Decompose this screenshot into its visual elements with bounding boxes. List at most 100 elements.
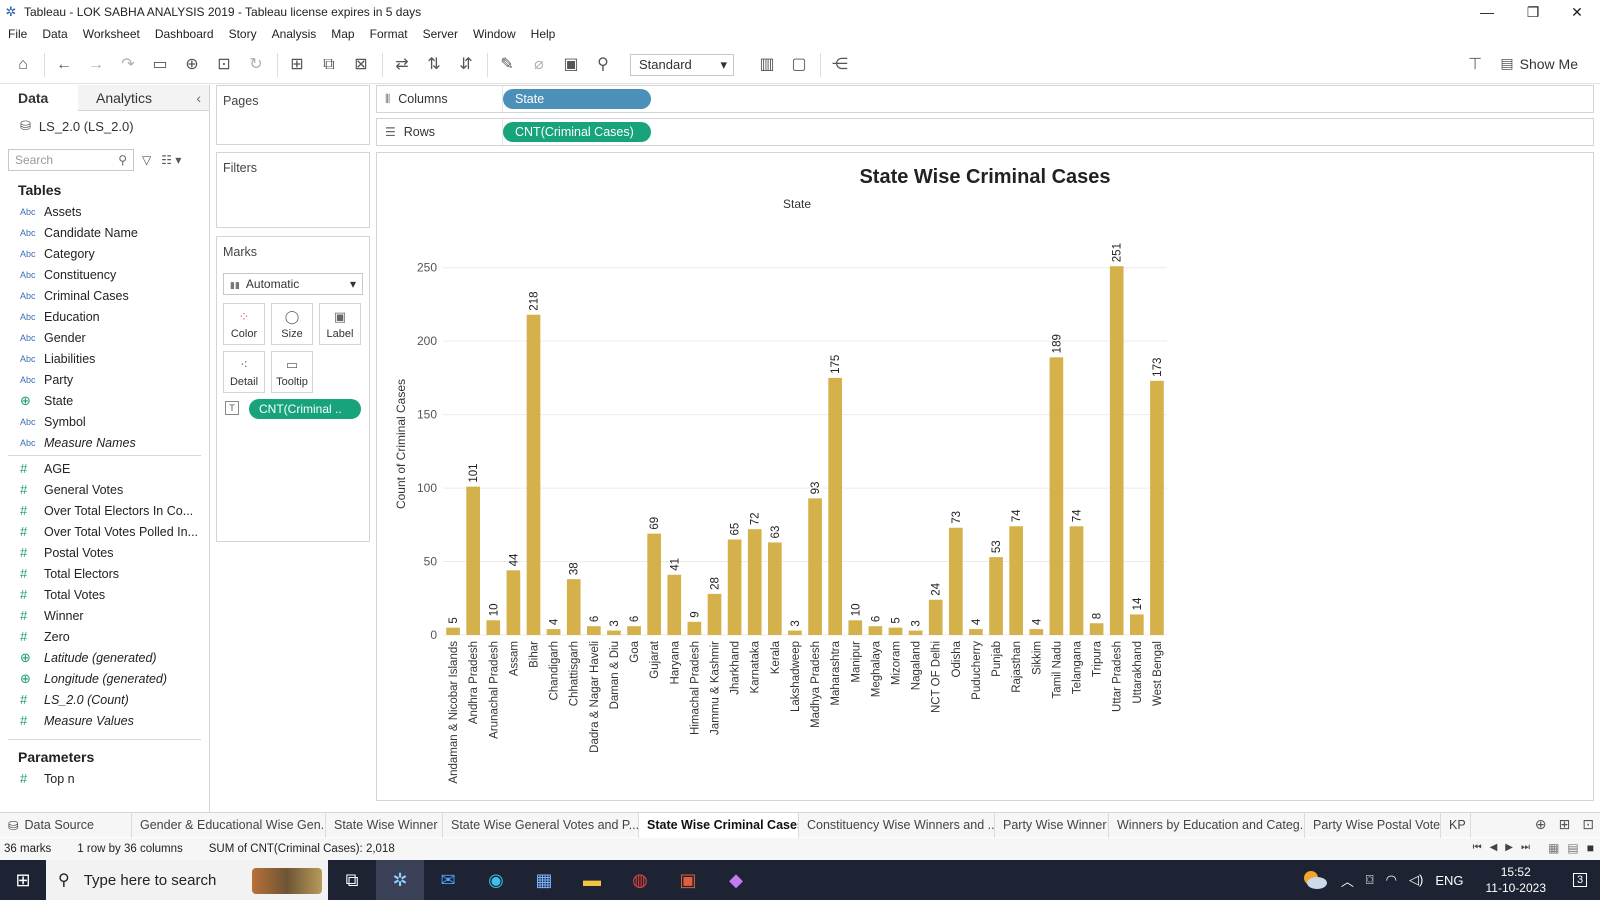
label-button[interactable]: ▣ Label bbox=[319, 303, 361, 345]
share-icon[interactable]: ⋲ bbox=[832, 55, 848, 73]
wifi-icon[interactable]: ◠ bbox=[1385, 872, 1397, 887]
store-icon[interactable]: ▦ bbox=[535, 869, 553, 890]
language-indicator[interactable]: ENG bbox=[1435, 872, 1464, 888]
notifications-icon[interactable]: 3 bbox=[1560, 860, 1600, 900]
presentation-mode-icon[interactable]: ▢ bbox=[791, 55, 807, 73]
detail-button[interactable]: ⁖ Detail bbox=[223, 351, 265, 393]
clock[interactable]: 15:52 11-10-2023 bbox=[1486, 864, 1547, 896]
data-source-item[interactable]: ⛁ LS_2.0 (LS_2.0) bbox=[0, 115, 209, 137]
fix-axes-icon[interactable]: ⚲ bbox=[597, 55, 609, 73]
filters-card[interactable]: Filters bbox=[216, 152, 370, 228]
field-gender[interactable]: Abc Gender bbox=[0, 327, 209, 348]
field-ls-2-0-count[interactable]: # LS_2.0 (Count) bbox=[0, 689, 209, 710]
new-story-icon[interactable]: ⊡ bbox=[1582, 816, 1594, 832]
field-zero[interactable]: # Zero bbox=[0, 626, 209, 647]
first-sheet-icon[interactable]: ⏮ bbox=[1472, 842, 1482, 853]
new-worksheet-icon[interactable]: ⊕ bbox=[1534, 816, 1547, 832]
criminal-cases-pill[interactable]: CNT(Criminal Cases) bbox=[503, 122, 651, 142]
show-hidden-icons-icon[interactable]: ︿ bbox=[1340, 873, 1354, 889]
weather-icon[interactable] bbox=[1300, 868, 1328, 892]
collapse-pane-icon[interactable]: ‹ bbox=[176, 85, 209, 111]
show-mark-labels-icon[interactable]: ▣ bbox=[563, 55, 579, 73]
tableau-taskbar-icon[interactable]: ✲ bbox=[376, 860, 424, 900]
show-me-button[interactable]: ▤ Show Me bbox=[1500, 55, 1578, 72]
sheet-tab[interactable]: State Wise General Votes and P... bbox=[443, 812, 639, 838]
size-button[interactable]: ◯ Size bbox=[271, 303, 313, 345]
prev-sheet-icon[interactable]: ◀ bbox=[1489, 842, 1498, 853]
viz-area[interactable]: State Wise Criminal Cases State Count of C… bbox=[376, 152, 1594, 801]
menu-worksheet[interactable]: Worksheet bbox=[82, 27, 140, 41]
windows-start-icon[interactable]: ⊞ bbox=[15, 869, 31, 890]
minimize-button[interactable]: — bbox=[1480, 4, 1494, 20]
field-top-n[interactable]: # Top n bbox=[0, 768, 209, 789]
maximize-button[interactable]: ❐ bbox=[1526, 3, 1540, 20]
new-dashboard-icon[interactable]: ⊞ bbox=[1558, 816, 1571, 832]
menu-story[interactable]: Story bbox=[228, 27, 257, 41]
field-criminal-cases[interactable]: Abc Criminal Cases bbox=[0, 285, 209, 306]
menu-analysis[interactable]: Analysis bbox=[271, 27, 317, 41]
show-cards-icon[interactable]: ▥ bbox=[759, 55, 775, 73]
group-members-icon[interactable]: ⌀ bbox=[534, 55, 544, 73]
field-postal-votes[interactable]: # Postal Votes bbox=[0, 542, 209, 563]
menu-map[interactable]: Map bbox=[331, 27, 355, 41]
menu-dashboard[interactable]: Dashboard bbox=[154, 27, 214, 41]
sheet-tab[interactable]: Winners by Education and Categ... bbox=[1109, 812, 1305, 838]
field-category[interactable]: Abc Category bbox=[0, 243, 209, 264]
last-sheet-icon[interactable]: ⏭ bbox=[1521, 842, 1530, 853]
menu-data[interactable]: Data bbox=[42, 27, 68, 41]
field-total-electors[interactable]: # Total Electors bbox=[0, 563, 209, 584]
field-state[interactable]: ⊕ State bbox=[0, 390, 209, 411]
field-party[interactable]: Abc Party bbox=[0, 369, 209, 390]
duplicate-sheet-icon[interactable]: ⧉ bbox=[323, 55, 335, 73]
filmstrip-view-icon[interactable]: ▤ bbox=[1567, 841, 1579, 855]
save-icon[interactable]: ▭ bbox=[152, 55, 168, 73]
sheet-tab[interactable]: Party Wise Postal Votes bbox=[1305, 812, 1441, 838]
sort-ascending-icon[interactable]: ⇅ bbox=[427, 55, 441, 73]
file-explorer-icon[interactable]: ▬ bbox=[583, 869, 601, 890]
swap-rows-columns-icon[interactable]: ⇄ bbox=[395, 55, 409, 73]
field-assets[interactable]: Abc Assets bbox=[0, 201, 209, 222]
menu-window[interactable]: Window bbox=[472, 27, 516, 41]
field-over-total-votes-polled-in[interactable]: # Over Total Votes Polled In... bbox=[0, 521, 209, 542]
menu-server[interactable]: Server bbox=[422, 27, 458, 41]
pause-updates-icon[interactable]: ⊡ bbox=[217, 55, 231, 73]
rows-shelf[interactable]: ☰ Rows CNT(Criminal Cases) bbox=[376, 118, 1594, 146]
search-field[interactable]: ⚲ bbox=[8, 149, 134, 171]
field-education[interactable]: Abc Education bbox=[0, 306, 209, 327]
home-icon[interactable]: ⌂ bbox=[18, 55, 28, 73]
field-age[interactable]: # AGE bbox=[0, 458, 209, 479]
tooltip-button[interactable]: ▭ Tooltip bbox=[271, 351, 313, 393]
pin-icon[interactable]: ⊤ bbox=[1468, 56, 1482, 73]
close-button[interactable]: ✕ bbox=[1571, 3, 1583, 20]
menu-format[interactable]: Format bbox=[369, 27, 408, 41]
next-sheet-icon[interactable]: ▶ bbox=[1505, 842, 1513, 853]
field-total-votes[interactable]: # Total Votes bbox=[0, 584, 209, 605]
color-button[interactable]: ⁘ Color bbox=[223, 303, 265, 345]
pages-card[interactable]: Pages bbox=[216, 85, 370, 145]
highlight-icon[interactable]: ✎ bbox=[500, 55, 514, 73]
forward-icon[interactable]: → bbox=[88, 55, 104, 73]
tabs-view-icon[interactable]: ■ bbox=[1586, 841, 1594, 855]
field-liabilities[interactable]: Abc Liabilities bbox=[0, 348, 209, 369]
back-icon[interactable]: ← bbox=[56, 55, 72, 73]
field-symbol[interactable]: Abc Symbol bbox=[0, 411, 209, 432]
new-data-source-icon[interactable]: ⊕ bbox=[185, 55, 199, 73]
powerpoint-icon[interactable]: ▣ bbox=[679, 869, 697, 890]
filter-icon[interactable]: ▽ bbox=[142, 153, 152, 167]
sheet-tab[interactable]: Gender & Educational Wise Gen... bbox=[132, 812, 326, 838]
field-over-total-electors-in-co[interactable]: # Over Total Electors In Co... bbox=[0, 500, 209, 521]
field-general-votes[interactable]: # General Votes bbox=[0, 479, 209, 500]
menu-file[interactable]: File bbox=[8, 27, 28, 41]
new-worksheet-icon[interactable]: ⊞ bbox=[290, 55, 304, 73]
view-options-icon[interactable]: ☷ ▾ bbox=[161, 153, 182, 167]
sheet-tab[interactable]: State Wise Winner bbox=[326, 812, 443, 838]
marks-field-pill[interactable]: CNT(Criminal .. bbox=[249, 399, 361, 419]
refresh-icon[interactable]: ↻ bbox=[249, 55, 263, 73]
volume-icon[interactable]: ◁) bbox=[1409, 872, 1424, 887]
mark-type-select[interactable]: ▮▮ Automatic ▾ bbox=[223, 273, 363, 295]
field-measure-values[interactable]: # Measure Values bbox=[0, 710, 209, 731]
sorter-view-icon[interactable]: ▦ bbox=[1548, 841, 1560, 855]
fit-select[interactable]: Standard ▾ bbox=[630, 53, 734, 76]
sheet-tab[interactable]: KP bbox=[1441, 812, 1471, 838]
sheet-tab[interactable]: Party Wise Winner bbox=[995, 812, 1109, 838]
